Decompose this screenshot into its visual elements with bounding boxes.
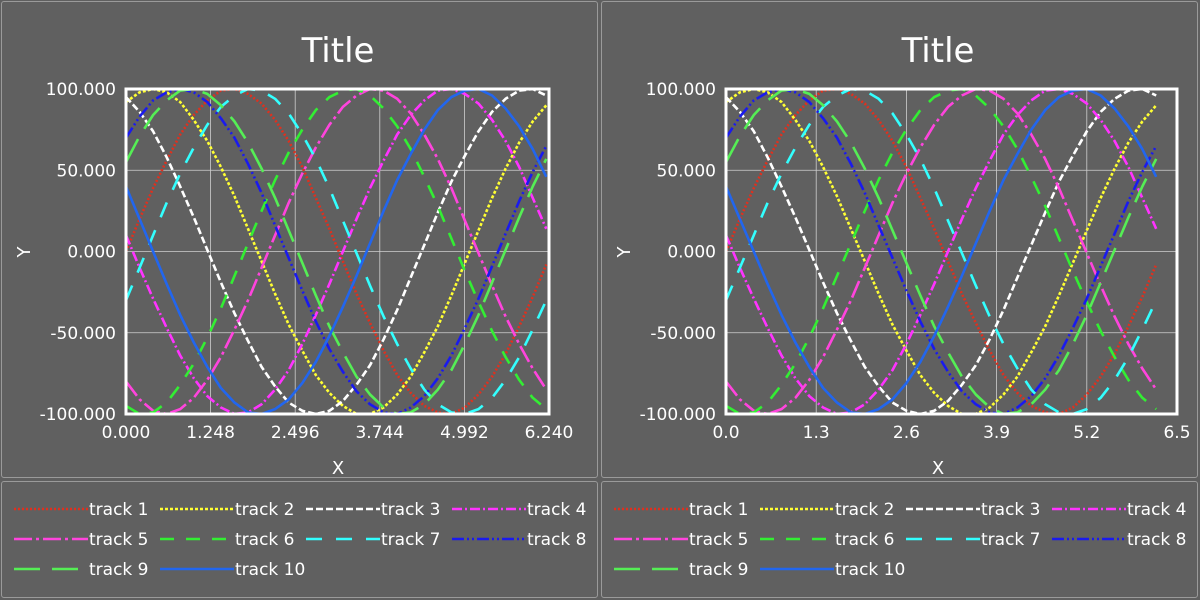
- legend-label: track 4: [1127, 500, 1186, 520]
- y-axis-label: Y: [14, 246, 35, 259]
- y-tick-label: -50.000: [650, 324, 716, 344]
- legend-item-track-7[interactable]: track 7: [306, 530, 440, 550]
- y-tick-label: 0.000: [667, 243, 716, 263]
- legend: track 1 track 2 track 3 track 4 track 5 track…: [14, 500, 586, 580]
- x-tick-label: 3.9: [983, 423, 1010, 443]
- series-line-track-4: [726, 89, 1158, 414]
- legend-item-track-10[interactable]: track 10: [760, 560, 905, 580]
- x-tick-label: 2.6: [893, 423, 920, 443]
- x-tick-label: 3.744: [355, 423, 404, 443]
- y-tick-label: -100.000: [640, 405, 716, 425]
- y-tick-label: 50.000: [57, 161, 116, 181]
- y-tick-label: 100.000: [646, 80, 716, 100]
- chart-0: Title 0.000 1.248 2.496 3.744 4.992 6.240 -100.…: [14, 31, 586, 580]
- x-tick-label: 0.0: [712, 423, 739, 443]
- plot-frame: [124, 87, 551, 416]
- series-line-track-1: [126, 89, 548, 414]
- legend-label: track 9: [89, 560, 148, 580]
- series-line-track-7: [726, 89, 1158, 414]
- legend-item-track-2[interactable]: track 2: [760, 500, 894, 520]
- series-line-track-9: [726, 89, 1158, 414]
- legend-label: track 2: [235, 500, 294, 520]
- y-tick-label: 0.000: [67, 243, 116, 263]
- legend-item-track-4[interactable]: track 4: [452, 500, 586, 520]
- legend-item-track-6[interactable]: track 6: [760, 530, 894, 550]
- legend-item-track-3[interactable]: track 3: [906, 500, 1040, 520]
- plot-panel-left: [1, 1, 598, 478]
- legend-label: track 8: [527, 530, 586, 550]
- series-line-track-7: [126, 89, 548, 414]
- series-line-track-3: [726, 89, 1157, 414]
- legend-label: track 7: [381, 530, 440, 550]
- series-line-track-5: [126, 89, 548, 414]
- series-line-track-9: [126, 89, 548, 414]
- series-line-track-8: [126, 89, 548, 414]
- legend-label: track 2: [835, 500, 894, 520]
- legend-item-track-6[interactable]: track 6: [160, 530, 294, 550]
- legend-label: track 1: [89, 500, 148, 520]
- legend-label: track 8: [1127, 530, 1186, 550]
- legend-label: track 3: [981, 500, 1040, 520]
- x-tick-label: 6.240: [525, 423, 574, 443]
- chart-title: Title: [901, 31, 975, 71]
- legend-item-track-3[interactable]: track 3: [306, 500, 440, 520]
- legend-item-track-9[interactable]: track 9: [614, 560, 748, 580]
- legend-item-track-5[interactable]: track 5: [614, 530, 748, 550]
- series-group: [726, 89, 1158, 414]
- legend-label: track 5: [689, 530, 748, 550]
- series-line-track-3: [126, 89, 547, 414]
- chart-title: Title: [301, 31, 375, 71]
- y-tick-label: 100.000: [46, 80, 116, 100]
- x-tick-label: 0.000: [102, 423, 151, 443]
- x-tick-label: 1.248: [186, 423, 235, 443]
- x-axis-label: X: [332, 458, 344, 479]
- legend-label: track 5: [89, 530, 148, 550]
- legend-label: track 1: [689, 500, 748, 520]
- legend-label: track 4: [527, 500, 586, 520]
- series-line-track-6: [126, 89, 548, 414]
- legend-label: track 3: [381, 500, 440, 520]
- legend-label: track 7: [981, 530, 1040, 550]
- series-line-track-1: [726, 89, 1158, 414]
- legend-label: track 10: [835, 560, 905, 580]
- y-tick-label: -50.000: [50, 324, 116, 344]
- legend-item-track-5[interactable]: track 5: [14, 530, 148, 550]
- legend-item-track-4[interactable]: track 4: [1052, 500, 1186, 520]
- legend-item-track-1[interactable]: track 1: [14, 500, 148, 520]
- x-tick-label: 2.496: [271, 423, 320, 443]
- chart-1: Title 0.0 1.3 2.6 3.9 5.2 6.5 -100.000 -50.000 0.…: [614, 31, 1191, 580]
- x-tick-label: 1.3: [803, 423, 830, 443]
- legend-item-track-2[interactable]: track 2: [160, 500, 294, 520]
- x-tick-label: 4.992: [440, 423, 489, 443]
- series-line-track-4: [126, 89, 548, 414]
- x-tick-label: 5.2: [1073, 423, 1100, 443]
- legend-item-track-8[interactable]: track 8: [1052, 530, 1186, 550]
- legend-item-track-9[interactable]: track 9: [14, 560, 148, 580]
- legend-label: track 6: [235, 530, 294, 550]
- y-axis-label: Y: [614, 246, 635, 259]
- x-axis-label: X: [932, 458, 944, 479]
- legend-item-track-1[interactable]: track 1: [614, 500, 748, 520]
- legend-item-track-8[interactable]: track 8: [452, 530, 586, 550]
- series-line-track-2: [126, 89, 548, 414]
- legend-item-track-7[interactable]: track 7: [906, 530, 1040, 550]
- legend-item-track-10[interactable]: track 10: [160, 560, 305, 580]
- series-line-track-2: [726, 89, 1158, 414]
- series-line-track-5: [726, 89, 1158, 414]
- plot-frame: [724, 87, 1179, 416]
- y-tick-label: -100.000: [40, 405, 116, 425]
- series-line-track-8: [726, 89, 1158, 414]
- legend-label: track 10: [235, 560, 305, 580]
- legend-label: track 9: [689, 560, 748, 580]
- legend-label: track 6: [835, 530, 894, 550]
- x-tick-label: 6.5: [1163, 423, 1190, 443]
- y-tick-label: 50.000: [657, 161, 716, 181]
- legend: track 1 track 2 track 3 track 4 track 5 track…: [614, 500, 1186, 580]
